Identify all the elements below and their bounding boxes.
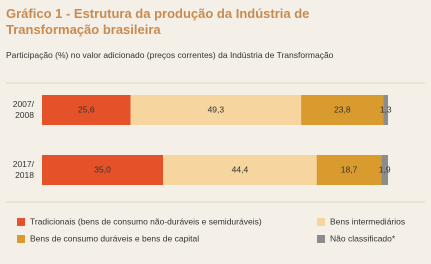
bar-segment [163,155,317,185]
data-label: 35,0 [94,164,111,174]
data-label: 25,6 [78,104,95,114]
bar-segment [316,155,382,185]
data-label: 18,7 [341,164,358,174]
legend-swatch [317,218,325,226]
bar-segment [130,95,302,125]
legend-swatch [17,235,25,243]
legend-label: Bens intermediários [330,216,405,226]
data-label: 23,8 [334,104,351,114]
data-label: 1,3 [380,104,392,114]
data-label: 44,4 [232,164,249,174]
bar-segment [301,95,384,125]
bar-segment [381,155,388,185]
legend-label: Bens de consumo duráveis e bens de capit… [30,233,199,243]
y-tick-label: 2007/ 2008 [12,99,34,120]
bar-segment [383,95,388,125]
data-label: 49,3 [208,104,225,114]
y-tick-label: 2017/ 2018 [12,159,34,180]
chart-subtitle: Participação (%) no valor adicionado (pr… [6,50,334,60]
legend-swatch [17,218,25,226]
data-label: 1,9 [379,164,391,174]
chart-title: Gráfico 1 - Estrutura da produção da Ind… [6,6,310,37]
bar-segment [42,155,164,185]
legend-label: Tradicionais (bens de consumo não-duráve… [30,216,262,226]
legend-label: Não classificado* [330,233,396,243]
legend-swatch [317,235,325,243]
bar-segment [42,95,131,125]
